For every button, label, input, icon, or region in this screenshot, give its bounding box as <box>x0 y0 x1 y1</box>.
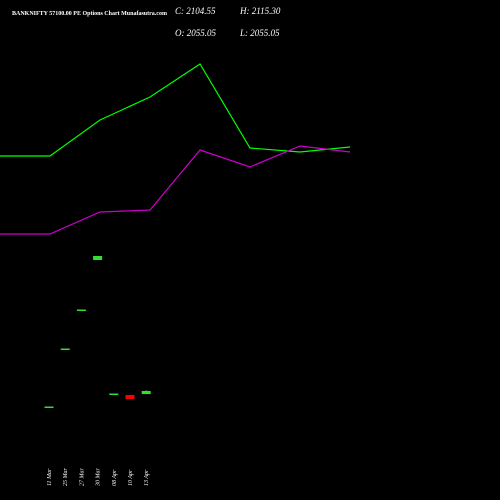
candle-body <box>109 393 119 395</box>
x-tick-label: 10 Apr <box>128 469 134 486</box>
x-tick-label: 25 Mar <box>63 468 69 486</box>
ohlc-value: 2115.30 <box>252 6 281 16</box>
ohlc-name: H: <box>239 6 250 16</box>
x-tick-label: 08 Apr <box>112 469 118 486</box>
ohlc-open: O: 2055.05 <box>175 28 217 38</box>
ohlc-name: O: <box>175 28 185 38</box>
chart-title: BANKNIFTY 57100.00 PE Options Chart Muna… <box>12 11 167 17</box>
x-tick-label: 27 Mar <box>79 468 85 486</box>
candle-body <box>141 390 151 395</box>
indicator-line <box>0 63 351 157</box>
candle-body <box>44 406 54 408</box>
candle-body <box>125 395 135 399</box>
ohlc-close: C: 2104.55 <box>175 6 216 16</box>
ohlc-name: L: <box>239 28 248 38</box>
candle-body <box>93 256 103 260</box>
x-tick-label: 13 Apr <box>144 469 150 486</box>
ohlc-name: C: <box>175 6 184 16</box>
ohlc-low: L: 2055.05 <box>239 28 280 38</box>
ohlc-value: 2104.55 <box>186 6 216 16</box>
ohlc-value: 2055.05 <box>187 28 217 38</box>
candle-body <box>76 309 86 311</box>
ohlc-value: 2055.05 <box>250 28 280 38</box>
indicator-line <box>0 145 351 235</box>
ohlc-high: H: 2115.30 <box>239 6 281 16</box>
x-tick-label: 30 Mar <box>96 468 102 487</box>
candle-body <box>60 348 70 350</box>
x-tick-label: 11 Mar <box>47 468 53 486</box>
